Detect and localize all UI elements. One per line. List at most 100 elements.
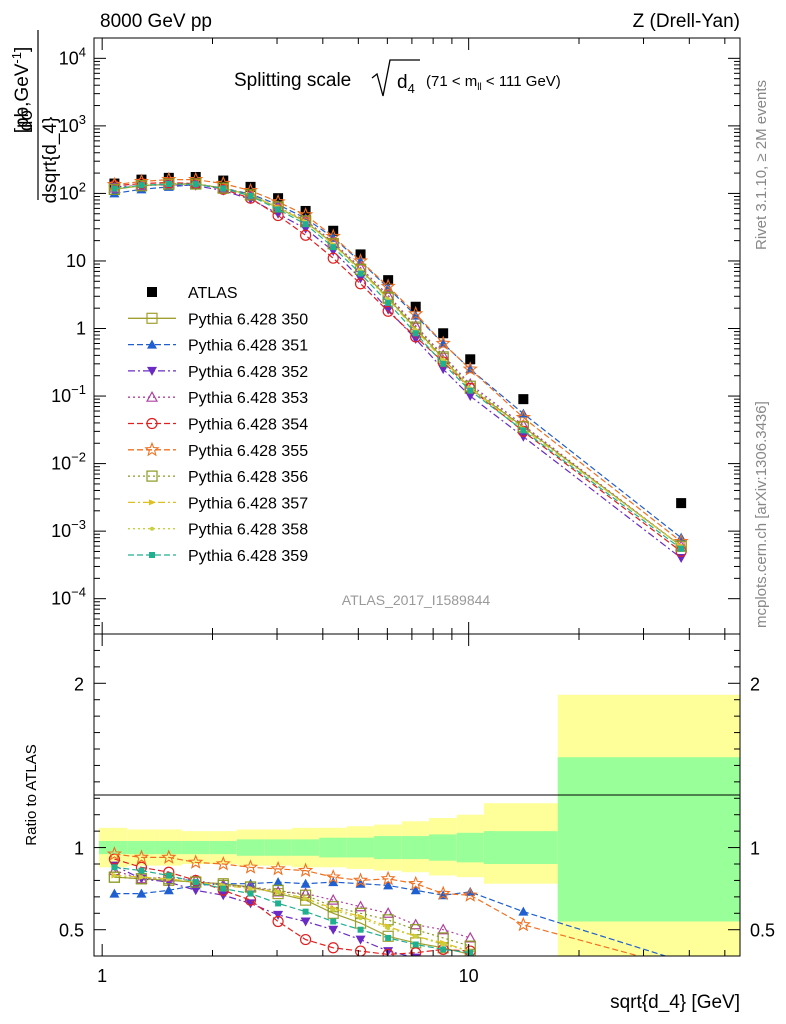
title-range: (71 < mll < 111 GeV) [426,73,561,93]
ratio-point [331,908,336,912]
main-y-tick-label: 10−3 [51,517,86,541]
ratio-point [675,961,687,973]
main-y-tick-label: 10−1 [51,382,86,406]
main-y-tick-label: 102 [59,179,86,203]
data-point [192,181,199,188]
legend-entry: Pythia 6.428 353 [128,390,308,407]
data-point [518,432,529,442]
data-point [465,354,476,365]
ratio-frame [93,633,741,957]
ratio-point [135,873,148,885]
data-point [245,181,256,192]
ratio-point [437,923,450,935]
ratio-point [354,945,367,956]
header-left: 8000 GeV pp [100,11,212,32]
ratio-point [188,854,204,869]
legend-label: Pythia 6.428 353 [188,390,308,407]
data-point [385,299,392,306]
ratio-point [467,949,474,956]
data-point [300,205,311,216]
legend-label: Pythia 6.428 359 [188,548,308,565]
main-y-tick-label: 104 [59,44,86,68]
title-sqrt-var: d4 [397,72,415,96]
green-band-bin [401,836,430,860]
ratio-point [386,926,391,931]
data-point [410,334,421,344]
ratio-point [354,900,367,912]
green-band-bin [346,837,375,858]
legend-marker [146,417,158,430]
main-y-unit: [pb,GeV-1] [9,47,33,134]
legend-marker [144,441,160,457]
ratio-point [355,935,366,945]
ratio-series-line [114,866,471,954]
ratio-point [300,933,312,946]
plot-title: Splitting scale [234,70,351,91]
data-point [412,330,419,337]
ratio-point [112,873,117,878]
ratio-point [328,877,339,887]
ratio-point [109,888,120,898]
legend-marker [145,390,159,402]
ratio-point [302,908,309,915]
data-point [678,545,685,552]
legend-label: Pythia 6.428 350 [188,311,308,328]
ratio-point [108,871,121,883]
x-axis-label: sqrt{d_4} [GeV] [610,992,740,1013]
ratio-point [441,942,446,947]
data-point [520,427,527,434]
data-point [218,175,229,186]
ratio-point [465,886,476,896]
ratio-point [352,872,369,887]
ratio-series-line [114,853,641,956]
green-band-bin [483,831,558,864]
ratio-point [275,900,282,907]
ratio-point [330,918,337,925]
ratio-series-5 [106,846,687,973]
ratio-series-line [114,874,471,952]
data-point [247,192,254,199]
main-y-label: dσ dsqrt{d_4} [16,30,61,203]
green-band-bin [291,839,320,856]
data-point [382,305,394,317]
ratio-point [383,880,394,890]
legend-label: Pythia 6.428 355 [188,443,308,460]
ratio-point [138,867,145,874]
ratio-x-axis: 1 10 [97,634,726,986]
ratio-point [380,870,396,886]
svg-text:dσ: dσ [16,109,37,132]
data-point [467,387,474,394]
legend-entry: Pythia 6.428 355 [128,441,308,460]
data-point [354,278,367,290]
ratio-point [136,888,147,898]
green-band-bin [98,841,128,855]
data-point [357,270,364,277]
series-line [114,183,682,559]
green-band-bin [127,841,155,855]
legend-marker [146,312,158,324]
ratio-y-tick-label-right: 2 [750,674,760,694]
ratio-point [220,885,227,892]
green-band-bin [429,834,457,861]
legend-entry: Pythia 6.428 350 [128,311,308,328]
ratio-point [327,942,339,954]
series-line [114,181,682,552]
watermark: ATLAS_2017_I1589844 [342,592,491,608]
legend-entry: Pythia 6.428 358 [128,522,308,539]
ratio-point [106,846,123,861]
series-line [114,183,682,550]
data-point [518,394,529,405]
ratio-point [111,864,118,871]
ratio-y-tick-label-right: 0.5 [750,921,775,941]
data-point [330,244,337,251]
ratio-point [215,855,231,871]
ratio-point [300,917,311,927]
legend-marker [149,499,156,506]
ratio-point [438,890,449,900]
series-10 [111,180,685,552]
ratio-point [300,878,311,888]
main-y-tick-label: 103 [59,112,86,136]
ratio-point [515,916,531,932]
